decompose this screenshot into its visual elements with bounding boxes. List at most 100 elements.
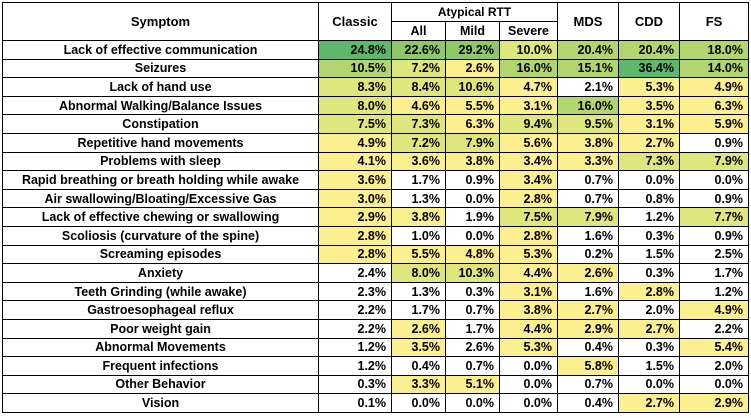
table-row: Lack of hand use 8.3% 8.4% 10.6% 4.7% 2.1% 5.3… <box>2 77 749 97</box>
fs-value-cell: 1.7% <box>679 263 749 283</box>
classic-value-cell: 2.2% <box>318 318 392 339</box>
mds-value-cell: 0.4% <box>557 393 619 413</box>
fs-value-cell: 0.0% <box>679 374 749 395</box>
atypical-severe-value-cell: 2.8% <box>499 225 558 246</box>
classic-value-cell: 0.3% <box>318 374 392 395</box>
atypical-severe-value-cell: 10.0% <box>499 40 558 60</box>
fs-value-cell: 5.4% <box>679 337 749 358</box>
table-row: Frequent infections 1.2% 0.4% 0.7% 0.0% 5.8% 1… <box>2 356 749 376</box>
mds-value-cell: 7.9% <box>557 207 619 227</box>
atypical-all-value-cell: 1.3% <box>391 188 446 209</box>
symptom-cell: Frequent infections <box>2 356 319 376</box>
table-row: Problems with sleep 4.1% 3.6% 3.8% 3.4% 3.3% 7… <box>2 151 749 172</box>
atypical-mild-value-cell: 7.9% <box>445 132 500 153</box>
atypical-mild-column-header: Mild <box>445 21 500 41</box>
atypical-severe-value-cell: 0.0% <box>499 374 558 395</box>
atypical-mild-value-cell: 5.5% <box>445 95 500 116</box>
cdd-value-cell: 3.5% <box>618 95 680 116</box>
atypical-mild-value-cell: 0.3% <box>445 281 500 302</box>
symptom-cell: Poor weight gain <box>2 318 319 339</box>
table-row: Abnormal Movements 1.2% 3.5% 2.6% 5.3% 0.4% 0.… <box>2 337 749 358</box>
cdd-value-cell: 0.0% <box>618 374 680 395</box>
table-row: Constipation 7.5% 7.3% 6.3% 9.4% 9.5% 3.1% 5.9% <box>2 114 749 134</box>
atypical-severe-value-cell: 4.4% <box>499 318 558 339</box>
fs-value-cell: 2.2% <box>679 318 749 339</box>
atypical-severe-value-cell: 3.4% <box>499 151 558 172</box>
fs-value-cell: 0.9% <box>679 188 749 209</box>
symptom-cell: Lack of hand use <box>2 77 319 97</box>
classic-value-cell: 8.0% <box>318 95 392 116</box>
atypical-all-value-cell: 1.7% <box>391 300 446 320</box>
atypical-mild-value-cell: 0.7% <box>445 356 500 376</box>
fs-value-cell: 2.0% <box>679 356 749 376</box>
table-row: Screaming episodes 2.8% 5.5% 4.8% 5.3% 0.2% 1.… <box>2 244 749 265</box>
table-row: Anxiety 2.4% 8.0% 10.3% 4.4% 2.6% 0.3% 1.7% <box>2 263 749 283</box>
classic-value-cell: 24.8% <box>318 40 392 60</box>
mds-value-cell: 3.3% <box>557 151 619 172</box>
mds-value-cell: 0.4% <box>557 337 619 358</box>
cdd-value-cell: 0.0% <box>618 170 680 190</box>
fs-value-cell: 1.2% <box>679 281 749 302</box>
cdd-column-header: CDD <box>618 2 680 41</box>
cdd-value-cell: 2.7% <box>618 132 680 153</box>
atypical-all-value-cell: 5.5% <box>391 244 446 265</box>
mds-value-cell: 16.0% <box>557 95 619 116</box>
atypical-mild-value-cell: 4.8% <box>445 244 500 265</box>
atypical-all-value-cell: 4.6% <box>391 95 446 116</box>
atypical-mild-value-cell: 0.7% <box>445 300 500 320</box>
atypical-severe-value-cell: 5.6% <box>499 132 558 153</box>
table-row: Lack of effective chewing or swallowing 2… <box>2 207 749 227</box>
atypical-mild-value-cell: 0.0% <box>445 393 500 413</box>
cdd-value-cell: 7.3% <box>618 151 680 172</box>
symptom-cell: Scoliosis (curvature of the spine) <box>2 225 319 246</box>
atypical-all-value-cell: 1.7% <box>391 170 446 190</box>
classic-value-cell: 1.2% <box>318 337 392 358</box>
mds-column-header: MDS <box>557 2 619 41</box>
mds-value-cell: 1.6% <box>557 281 619 302</box>
fs-value-cell: 18.0% <box>679 40 749 60</box>
atypical-all-value-cell: 3.3% <box>391 374 446 395</box>
fs-value-cell: 2.5% <box>679 244 749 265</box>
symptom-cell: Screaming episodes <box>2 244 319 265</box>
atypical-severe-value-cell: 16.0% <box>499 58 558 79</box>
atypical-all-value-cell: 1.3% <box>391 281 446 302</box>
symptom-column-header: Symptom <box>2 2 319 41</box>
mds-value-cell: 2.6% <box>557 263 619 283</box>
table-row: Poor weight gain 2.2% 2.6% 1.7% 4.4% 2.9% 2.7%… <box>2 318 749 339</box>
table-row: Teeth Grinding (while awake) 2.3% 1.3% 0.3%… <box>2 281 749 302</box>
classic-value-cell: 0.1% <box>318 393 392 413</box>
cdd-value-cell: 5.3% <box>618 77 680 97</box>
atypical-mild-value-cell: 29.2% <box>445 40 500 60</box>
classic-value-cell: 2.9% <box>318 207 392 227</box>
atypical-mild-value-cell: 10.6% <box>445 77 500 97</box>
mds-value-cell: 2.9% <box>557 318 619 339</box>
atypical-severe-column-header: Severe <box>499 21 558 41</box>
fs-value-cell: 0.0% <box>679 170 749 190</box>
cdd-value-cell: 1.5% <box>618 244 680 265</box>
cdd-value-cell: 0.8% <box>618 188 680 209</box>
atypical-mild-value-cell: 3.8% <box>445 151 500 172</box>
atypical-all-value-cell: 3.5% <box>391 337 446 358</box>
table-row: Gastroesophageal reflux 2.2% 1.7% 0.7% 3.8% 2… <box>2 300 749 320</box>
atypical-mild-value-cell: 0.0% <box>445 225 500 246</box>
atypical-mild-value-cell: 2.6% <box>445 58 500 79</box>
mds-value-cell: 5.8% <box>557 356 619 376</box>
mds-value-cell: 1.6% <box>557 225 619 246</box>
classic-value-cell: 3.0% <box>318 188 392 209</box>
classic-value-cell: 2.8% <box>318 244 392 265</box>
classic-value-cell: 2.8% <box>318 225 392 246</box>
classic-value-cell: 3.6% <box>318 170 392 190</box>
symptom-cell: Seizures <box>2 58 319 79</box>
cdd-value-cell: 20.4% <box>618 40 680 60</box>
fs-value-cell: 5.9% <box>679 114 749 134</box>
atypical-all-column-header: All <box>391 21 446 41</box>
fs-value-cell: 0.9% <box>679 225 749 246</box>
atypical-all-value-cell: 2.6% <box>391 318 446 339</box>
fs-value-cell: 14.0% <box>679 58 749 79</box>
table-row: Scoliosis (curvature of the spine) 2.8% 1.… <box>2 225 749 246</box>
fs-value-cell: 2.9% <box>679 393 749 413</box>
mds-value-cell: 0.2% <box>557 244 619 265</box>
table-body: Lack of effective communication 24.8% 22.6… <box>2 40 749 413</box>
atypical-severe-value-cell: 9.4% <box>499 114 558 134</box>
atypical-rtt-group-header: Atypical RTT <box>391 2 558 22</box>
